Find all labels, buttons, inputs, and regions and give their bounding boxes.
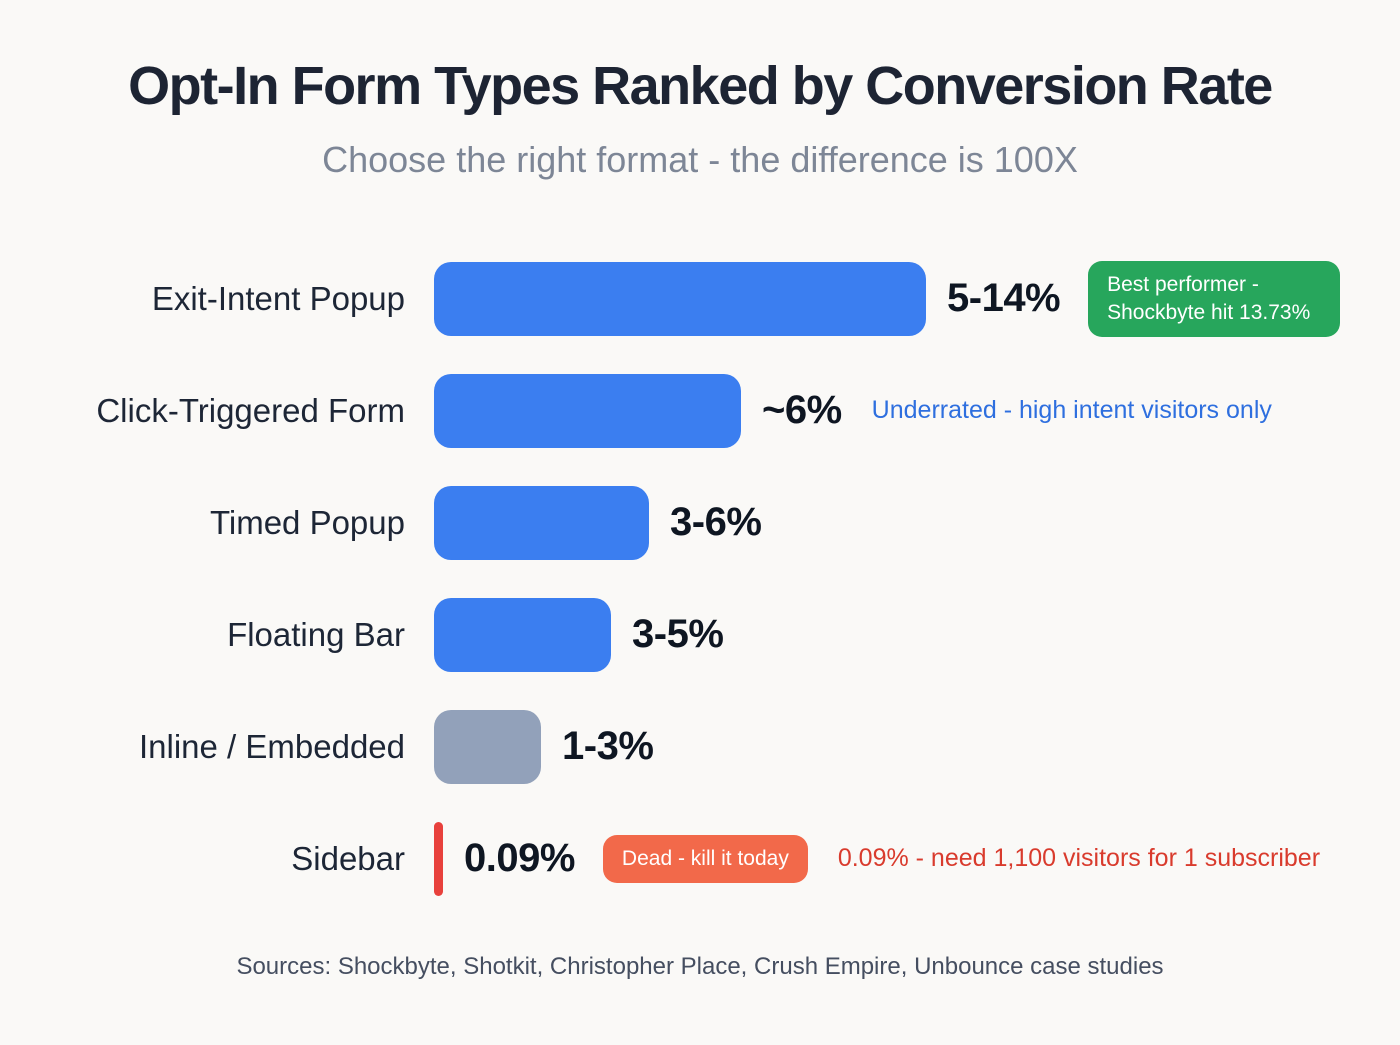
- category-label: Floating Bar: [227, 615, 405, 653]
- category-label: Timed Popup: [209, 503, 405, 541]
- category-label: Exit-Intent Popup: [151, 279, 405, 317]
- value-label: 0.09%: [464, 836, 575, 881]
- bar-chart: Exit-Intent Popup 5-14% Best performer -…: [0, 243, 1400, 915]
- category-label: Click-Triggered Form: [96, 391, 405, 429]
- value-label: ~6%: [762, 388, 842, 433]
- annotation-badge: Best performer - Shockbyte hit 13.73%: [1088, 261, 1341, 337]
- sources-note: Sources: Shockbyte, Shotkit, Christopher…: [236, 952, 1164, 980]
- conversion-bar: [434, 261, 926, 336]
- category-label: Inline / Embedded: [138, 727, 405, 765]
- conversion-bar: [434, 709, 541, 784]
- footer: Sources: Shockbyte, Shotkit, Christopher…: [0, 953, 1400, 981]
- value-label: 3-6%: [670, 500, 762, 545]
- chart-row: Floating Bar 3-5%: [0, 579, 1400, 691]
- chart-row: Timed Popup 3-6%: [0, 467, 1400, 579]
- chart-row: Sidebar 0.09% Dead - kill it today 0.09%…: [0, 803, 1400, 915]
- annotation-note: 0.09% - need 1,100 visitors for 1 subscr…: [837, 844, 1321, 873]
- value-label: 3-5%: [632, 612, 724, 657]
- page-title: Opt-In Form Types Ranked by Conversion R…: [128, 56, 1273, 116]
- conversion-bar: [434, 373, 741, 448]
- chart-row: Click-Triggered Form ~6% Underrated - hi…: [0, 355, 1400, 467]
- header: Opt-In Form Types Ranked by Conversion R…: [0, 0, 1400, 181]
- chart-row: Exit-Intent Popup 5-14% Best performer -…: [0, 243, 1400, 355]
- conversion-bar: [434, 821, 443, 896]
- category-label: Sidebar: [291, 839, 405, 877]
- chart-row: Inline / Embedded 1-3%: [0, 691, 1400, 803]
- annotation-note: Underrated - high intent visitors only: [871, 396, 1272, 425]
- conversion-bar: [434, 597, 611, 672]
- conversion-bar: [434, 485, 649, 560]
- annotation-badge: Dead - kill it today: [602, 834, 808, 883]
- page-subtitle: Choose the right format - the difference…: [322, 138, 1078, 180]
- value-label: 5-14%: [947, 276, 1061, 321]
- value-label: 1-3%: [562, 724, 654, 769]
